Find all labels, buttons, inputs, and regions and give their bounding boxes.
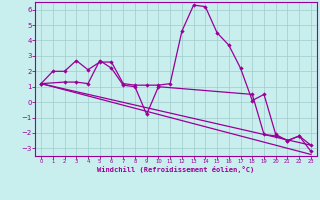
X-axis label: Windchill (Refroidissement éolien,°C): Windchill (Refroidissement éolien,°C) bbox=[97, 166, 255, 173]
